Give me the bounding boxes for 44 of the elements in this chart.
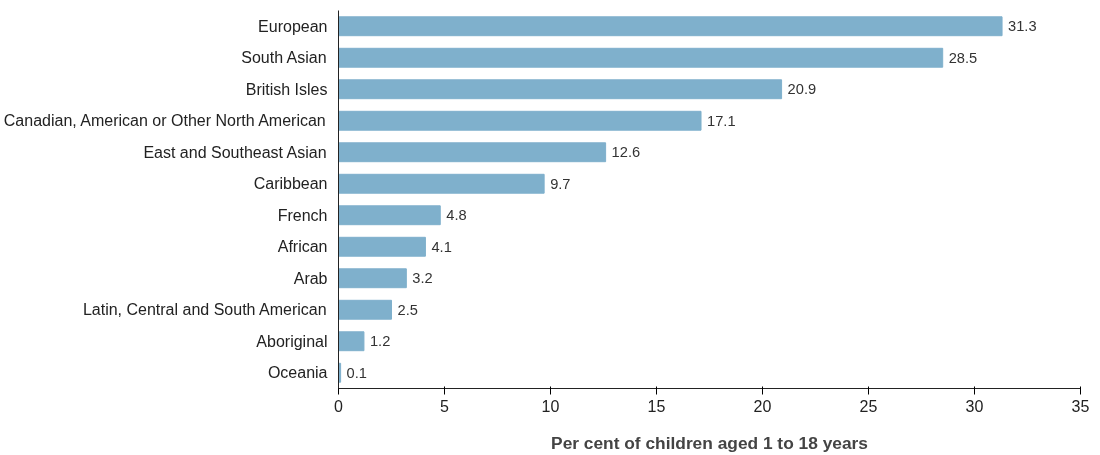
y-tick-label: European: [258, 17, 328, 35]
x-tick-label: 10: [541, 397, 560, 415]
data-label: 3.2: [412, 270, 433, 287]
x-tick-label: 20: [753, 397, 772, 415]
y-tick-label: African: [277, 238, 328, 256]
bar: [338, 205, 441, 226]
x-tick-label: 25: [859, 397, 878, 415]
bar: [338, 142, 607, 163]
bar: [338, 47, 944, 68]
bar: [338, 173, 545, 194]
x-tick-label: 35: [1071, 397, 1090, 415]
data-label: 4.8: [446, 207, 467, 224]
bar: [338, 299, 392, 320]
data-label: 4.1: [431, 238, 452, 255]
bar: [338, 331, 365, 352]
data-label: 31.3: [1008, 18, 1037, 35]
data-label: 28.5: [948, 49, 978, 66]
y-tick-label: Arab: [293, 269, 328, 287]
x-tick-label: 0: [334, 397, 344, 415]
bar: [338, 236, 426, 257]
bar: [338, 79, 783, 100]
bar: [338, 16, 1003, 37]
y-tick-label: Caribbean: [253, 175, 328, 193]
y-tick-label: Oceania: [267, 364, 328, 382]
data-label: 2.5: [397, 301, 418, 318]
data-label: 9.7: [550, 175, 571, 192]
x-tick-label: 15: [647, 397, 666, 415]
y-tick-label: East and Southeast Asian: [143, 143, 327, 161]
data-label: 17.1: [707, 112, 736, 129]
y-tick-label: Aboriginal: [256, 332, 328, 350]
x-tick-label: 5: [440, 397, 450, 415]
x-tick-label: 30: [965, 397, 984, 415]
data-label: 0.1: [346, 364, 367, 381]
data-label: 20.9: [787, 81, 817, 98]
x-axis-title: Per cent of children aged 1 to 18 years: [551, 432, 868, 453]
data-label: 12.6: [611, 144, 641, 161]
y-tick-label: British Isles: [245, 80, 328, 98]
y-tick-label: South Asian: [241, 49, 327, 67]
bar: [338, 268, 407, 289]
bar: [338, 110, 702, 131]
y-tick-label: Latin, Central and South American: [82, 301, 327, 319]
y-tick-label: Canadian, American or Other North American: [3, 112, 326, 130]
data-label: 1.2: [369, 333, 391, 350]
y-tick-label: French: [277, 206, 328, 224]
